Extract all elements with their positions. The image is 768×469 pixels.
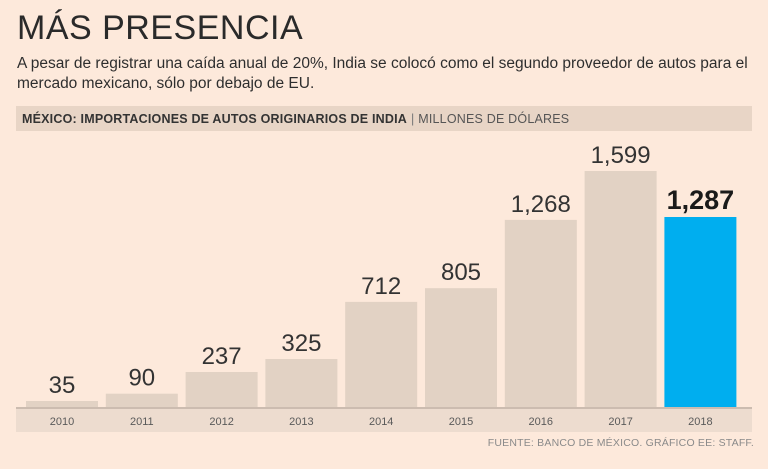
- chart-unit-label: MILLONES DE DÓLARES: [418, 111, 570, 126]
- bar-2012: [185, 372, 258, 407]
- bar-2011: [105, 393, 178, 407]
- data-label-2011: 90: [128, 365, 155, 392]
- data-label-2016: 1,268: [511, 191, 571, 218]
- chart-title: MÁS PRESENCIA: [17, 9, 304, 47]
- x-tick-label-2016: 2016: [529, 416, 553, 428]
- x-tick-label-2012: 2012: [209, 416, 233, 428]
- band-separator: |: [411, 111, 415, 126]
- x-tick-label-2018: 2018: [688, 416, 712, 428]
- chart-subtitle: A pesar de registrar una caída anual de …: [17, 55, 748, 92]
- chart-header-band: MÉXICO: IMPORTACIONES DE AUTOS ORIGINARI…: [16, 106, 752, 131]
- bar-2010: [26, 401, 98, 407]
- x-tick-label-2015: 2015: [449, 416, 473, 428]
- x-tick-label-2017: 2017: [608, 416, 632, 428]
- data-label-2017: 1,599: [591, 142, 651, 169]
- data-label-2014: 712: [361, 273, 401, 300]
- x-axis-band: [16, 409, 752, 432]
- chart-data-title: MÉXICO: IMPORTACIONES DE AUTOS ORIGINARI…: [22, 111, 407, 126]
- data-label-2012: 237: [202, 343, 242, 370]
- data-label-2013: 325: [281, 330, 321, 357]
- bar-2017: [584, 171, 657, 407]
- x-tick-label-2013: 2013: [289, 416, 313, 428]
- source-note: FUENTE: BANCO DE MÉXICO. GRÁFICO EE: STA…: [487, 437, 754, 449]
- x-tick-label-2014: 2014: [369, 416, 393, 428]
- bar-2014: [345, 301, 418, 407]
- data-label-2015: 805: [441, 259, 481, 286]
- data-label-2018: 1,287: [667, 185, 735, 215]
- data-label-2010: 35: [49, 372, 76, 399]
- bar-2018: [664, 217, 737, 407]
- bar-2015: [425, 288, 497, 407]
- bar-2016: [504, 219, 577, 407]
- bar-2013: [265, 359, 338, 407]
- x-tick-label-2011: 2011: [130, 416, 154, 428]
- x-tick-label-2010: 2010: [50, 416, 74, 428]
